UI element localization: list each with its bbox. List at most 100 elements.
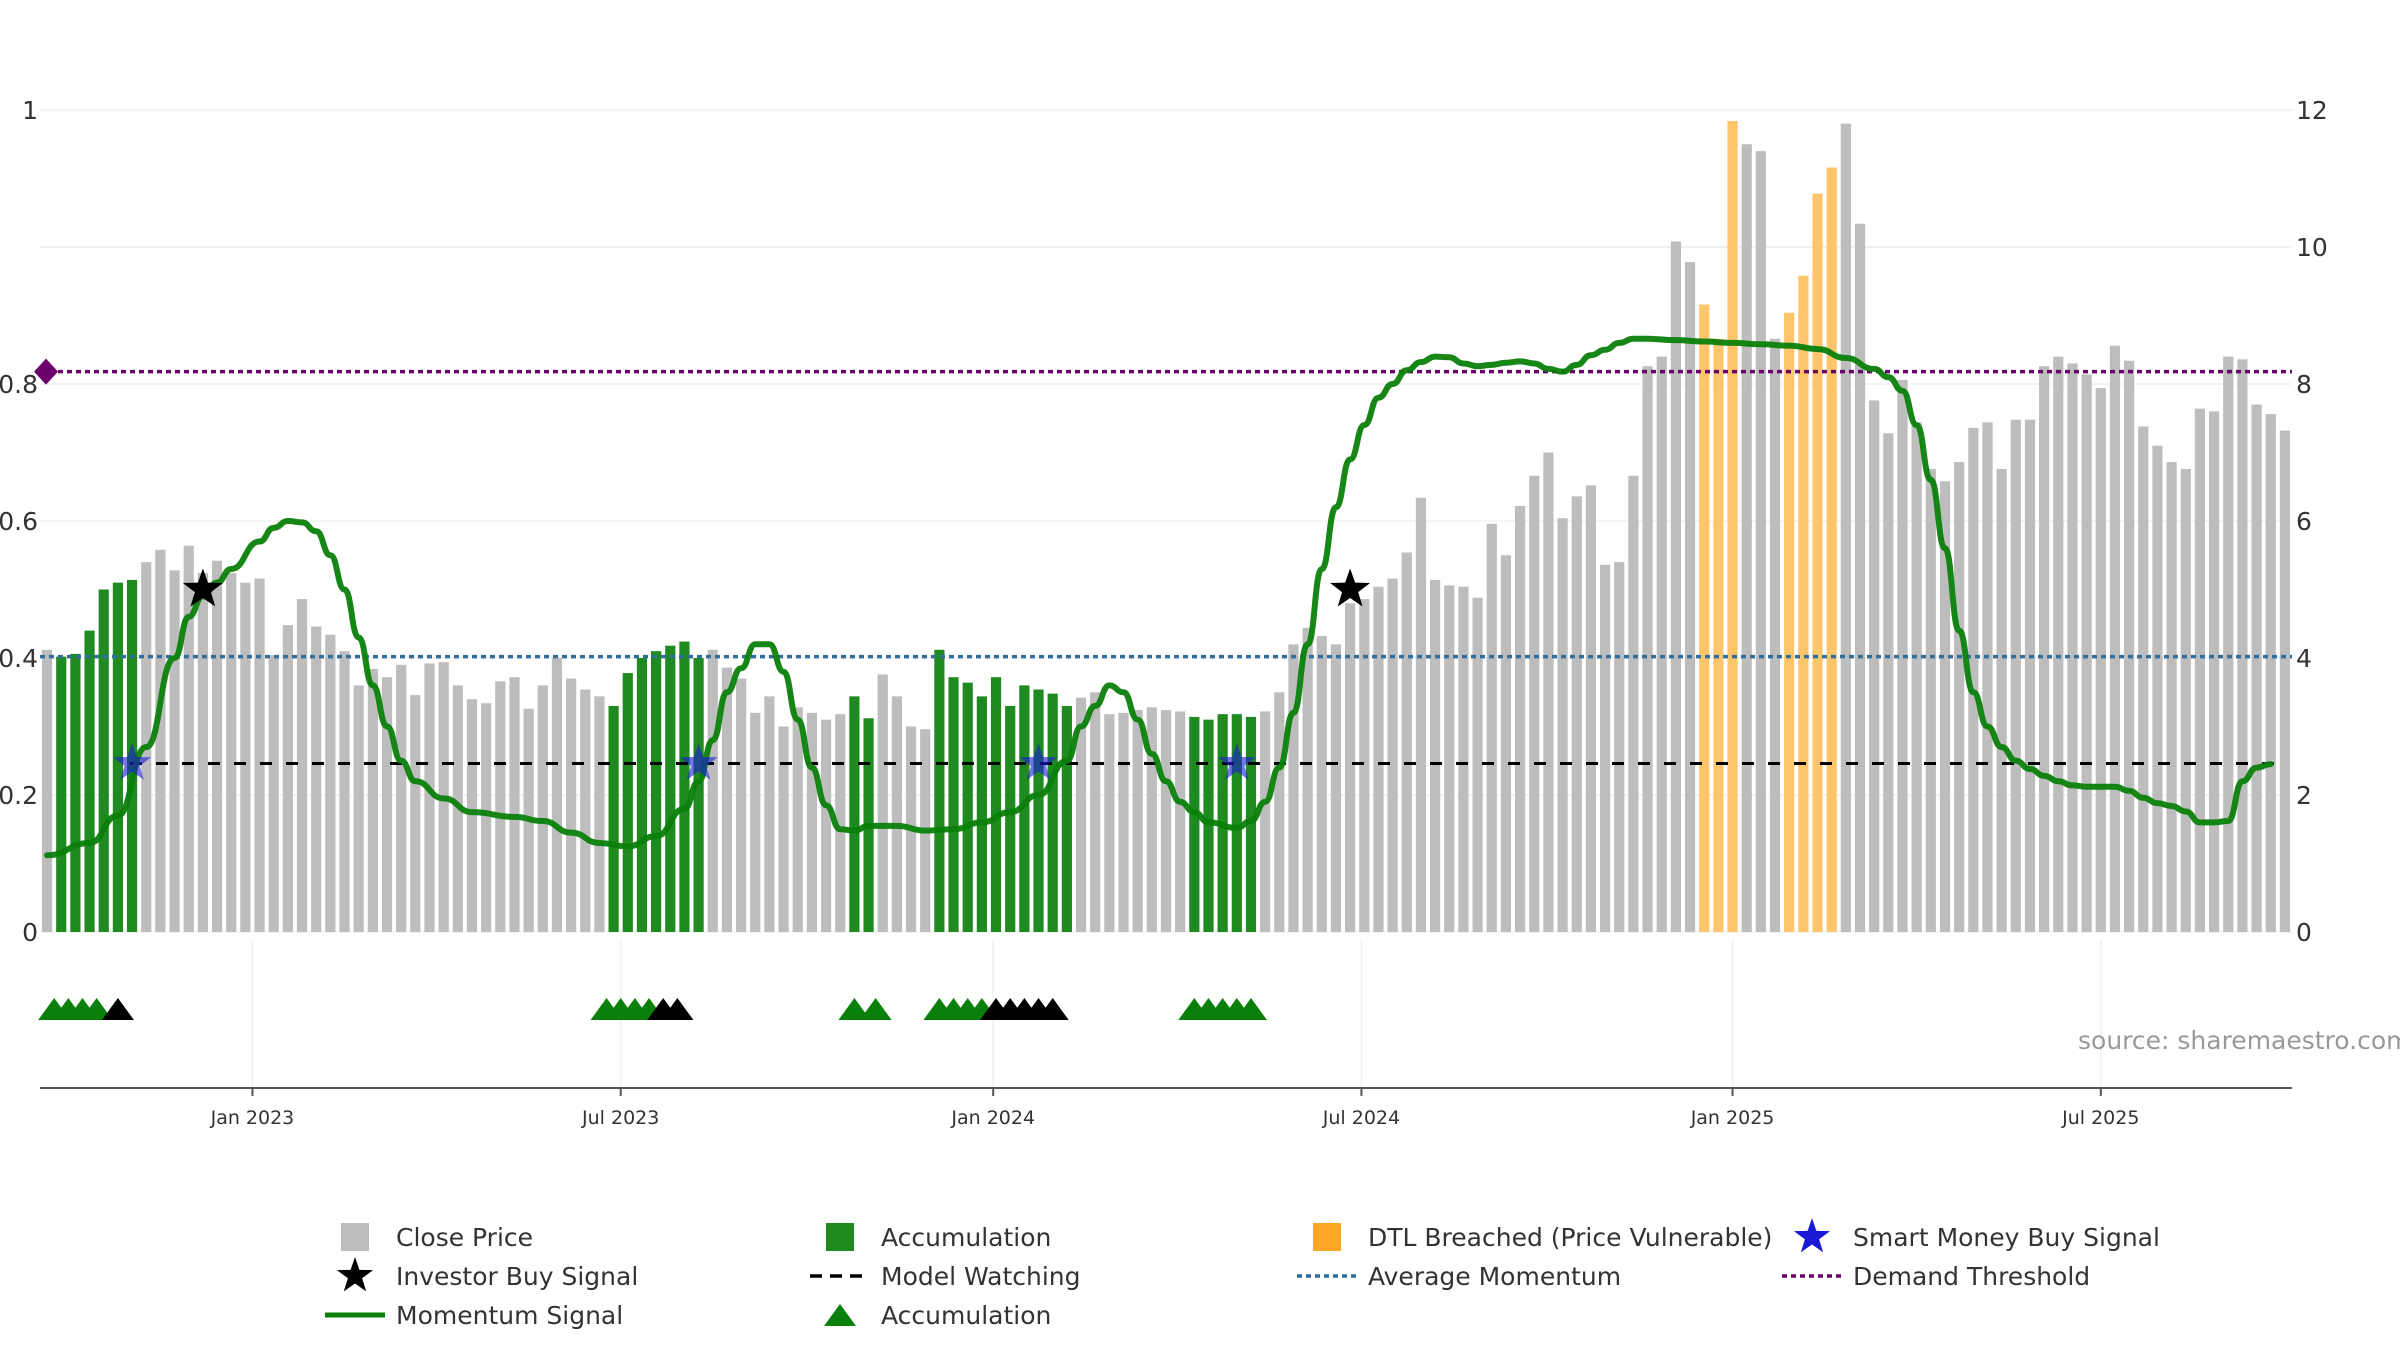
date-tick-label: Jan 2025 [1690, 1107, 1775, 1129]
close-price-bar [1104, 714, 1115, 932]
close-price-bar [1274, 692, 1285, 932]
legend-item-accum: Accumulation [826, 1223, 1051, 1252]
smart-money-buy-star [1019, 743, 1058, 780]
accumulation-bar [1047, 693, 1058, 932]
close-price-bar [792, 707, 803, 932]
right-axis-tick-label: 8 [2296, 370, 2312, 399]
close-price-bar [240, 582, 251, 932]
momentum-signal-line [44, 335, 2274, 859]
close-price-bar [1146, 707, 1157, 932]
close-price-bar [155, 549, 166, 932]
close-price-bar [495, 681, 506, 932]
close-price-bar [2067, 363, 2078, 932]
close-price-bar [2194, 408, 2206, 932]
close-price-bar [396, 664, 407, 932]
close-price-bar [1401, 552, 1412, 932]
legend-item-tri: Accumulation [824, 1301, 1051, 1330]
watch-triangle [661, 998, 694, 1020]
smart-money-buy-star [679, 743, 718, 780]
watch-triangle [101, 998, 134, 1020]
close-price-bar [2039, 366, 2050, 932]
legend-star-icon [336, 1257, 374, 1292]
accumulation-bar [679, 641, 690, 932]
close-price-bar [268, 655, 279, 932]
close-price-bar [1472, 597, 1483, 932]
accumulation-bar [84, 630, 95, 932]
accumulation-bar [56, 656, 67, 932]
close-price-bar [877, 674, 888, 932]
close-price-bar [2109, 345, 2121, 932]
close-price-bar [707, 649, 718, 932]
accumulation-bar [1245, 716, 1257, 932]
accumulation-triangle [1234, 998, 1267, 1020]
close-price-bar [2251, 404, 2262, 932]
close-price-bar [806, 712, 818, 932]
close-price-bar [1529, 475, 1540, 932]
close-price-bar [353, 685, 364, 932]
left-axis-tick-label: 1 [22, 96, 38, 125]
close-price-bar [1939, 481, 1951, 932]
left-axis-tick-label: 0.2 [0, 781, 38, 810]
accumulation-bar [608, 705, 619, 932]
date-tick-label: Jan 2024 [950, 1107, 1035, 1129]
close-price-bar [1642, 366, 1653, 932]
close-price-bar [1599, 564, 1611, 932]
close-price-bar [1869, 400, 1880, 932]
investor-buy-star [182, 568, 223, 607]
close-price-bar [1543, 452, 1554, 932]
watch-triangle [1036, 998, 1069, 1020]
close-price-bar [481, 703, 492, 932]
left-axis-tick-label: 0.6 [0, 507, 38, 536]
close-price-bar [211, 560, 223, 932]
accumulation-bar [1189, 716, 1200, 932]
close-price-bar [2237, 359, 2248, 933]
accumulation-bar [976, 696, 987, 932]
dtl-breached-bar [1798, 275, 1809, 932]
close-price-bar [764, 696, 775, 932]
close-price-bar [41, 649, 53, 932]
close-price-bar [551, 658, 563, 932]
signal-markers [113, 568, 1371, 780]
close-price-bar [1656, 356, 1667, 933]
close-price-bar [1373, 586, 1384, 932]
legend-label: Accumulation [881, 1223, 1051, 1252]
close-price-bar [537, 685, 548, 932]
legend-item-demand: Demand Threshold [1782, 1262, 2090, 1291]
close-price-bar [1925, 468, 1936, 932]
momentum-line-group [44, 335, 2274, 859]
close-price-bar [1996, 468, 2007, 932]
accumulation-bar [962, 682, 973, 932]
close-price-bar [381, 677, 393, 932]
legend-label: DTL Breached (Price Vulnerable) [1368, 1223, 1772, 1252]
close-price-bar [891, 696, 902, 932]
close-price-bar [566, 678, 577, 932]
accumulation-bar [1019, 685, 1030, 932]
close-price-bar [2152, 445, 2163, 932]
legend-label: Average Momentum [1368, 1262, 1621, 1291]
legend-triangle-icon [824, 1304, 856, 1326]
close-price-bar [2180, 468, 2191, 932]
close-price-bar [1345, 603, 1356, 932]
close-price-bar [1614, 562, 1625, 932]
close-price-bar [2010, 419, 2021, 932]
accumulation-bar [1203, 719, 1214, 932]
close-price-bar [424, 663, 435, 932]
close-price-bar [2209, 411, 2220, 932]
close-price-bar [367, 668, 378, 932]
accumulation-bar [70, 653, 81, 932]
right-axis-tick-label: 12 [2296, 96, 2328, 125]
accumulation-bar [1231, 714, 1242, 932]
close-price-bar [254, 578, 265, 932]
close-price-bar [735, 678, 747, 932]
close-price-bar [1415, 497, 1427, 932]
close-price-bar [1897, 379, 1908, 932]
close-price-bar [2081, 374, 2092, 932]
legend-item-watch: Model Watching [810, 1262, 1081, 1291]
accumulation-triangles [38, 998, 1267, 1020]
accumulation-triangle [859, 998, 892, 1020]
legend-square-icon [826, 1223, 854, 1251]
legend-square-icon [341, 1223, 369, 1251]
legend-label: Demand Threshold [1853, 1262, 2090, 1291]
close-price-bar [721, 667, 733, 932]
